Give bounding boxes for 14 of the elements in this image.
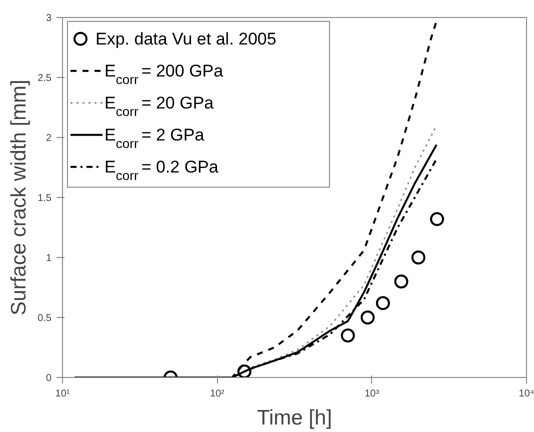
y-tick-label: 2 [46, 133, 52, 144]
legend-label: Exp. data Vu et al. 2005 [96, 29, 276, 48]
y-tick-label: 2.5 [38, 73, 52, 84]
x-tick-label: 10³ [364, 388, 380, 400]
y-tick-label: 1.5 [38, 193, 52, 204]
y-axis-title: Surface crack width [mm] [8, 80, 31, 316]
x-tick-label: 10¹ [55, 388, 70, 400]
x-axis-title: Time [h] [256, 406, 332, 430]
y-tick-label: 1 [46, 253, 52, 264]
y-tick-label: 0.5 [38, 313, 52, 324]
x-tick-label: 10² [210, 388, 226, 400]
y-tick-label: 3 [46, 13, 52, 24]
y-tick-label: 0 [46, 373, 52, 384]
x-tick-label: 10⁴ [518, 388, 534, 400]
